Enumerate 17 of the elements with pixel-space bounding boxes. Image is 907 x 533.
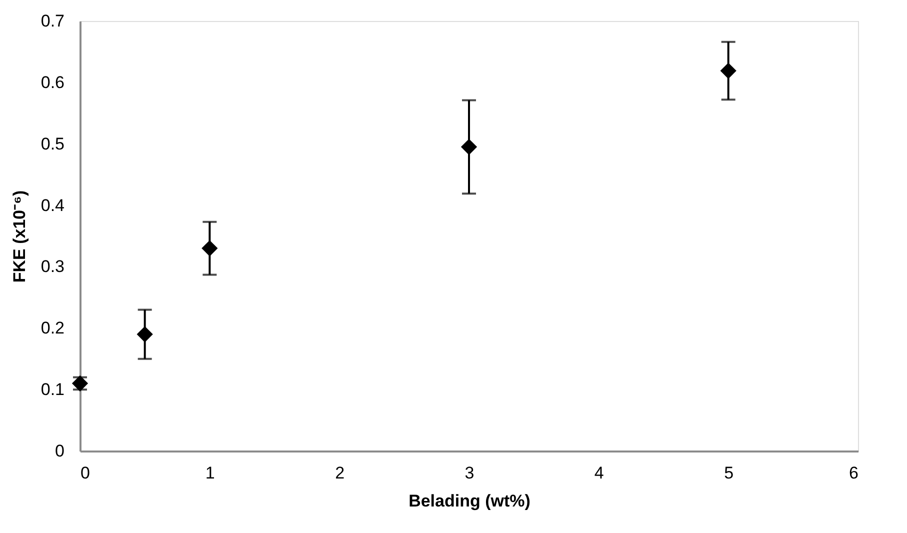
y-tick-label: 0.7: [40, 12, 64, 30]
x-tick-label: 6: [849, 464, 858, 482]
x-tick-label: 2: [335, 464, 345, 482]
y-axis-title: FKE (x10⁻⁶): [10, 190, 29, 283]
x-tick-label: 3: [464, 464, 474, 482]
x-tick-label: 4: [594, 464, 604, 482]
x-axis-title: Belading (wt%): [408, 492, 530, 510]
y-tick-label: 0.4: [40, 196, 64, 215]
x-tick-label: 0: [80, 464, 90, 482]
x-tick-label: 1: [205, 464, 215, 482]
y-tick-label: 0.2: [40, 318, 64, 338]
y-tick-label: 0.6: [40, 72, 64, 92]
y-tick-label: 0.5: [40, 134, 64, 154]
x-tick-label: 5: [724, 464, 734, 482]
y-tick-label: 0.3: [40, 257, 64, 276]
y-tick-label: 0.1: [40, 380, 64, 400]
y-tick-label: 0: [55, 442, 64, 460]
